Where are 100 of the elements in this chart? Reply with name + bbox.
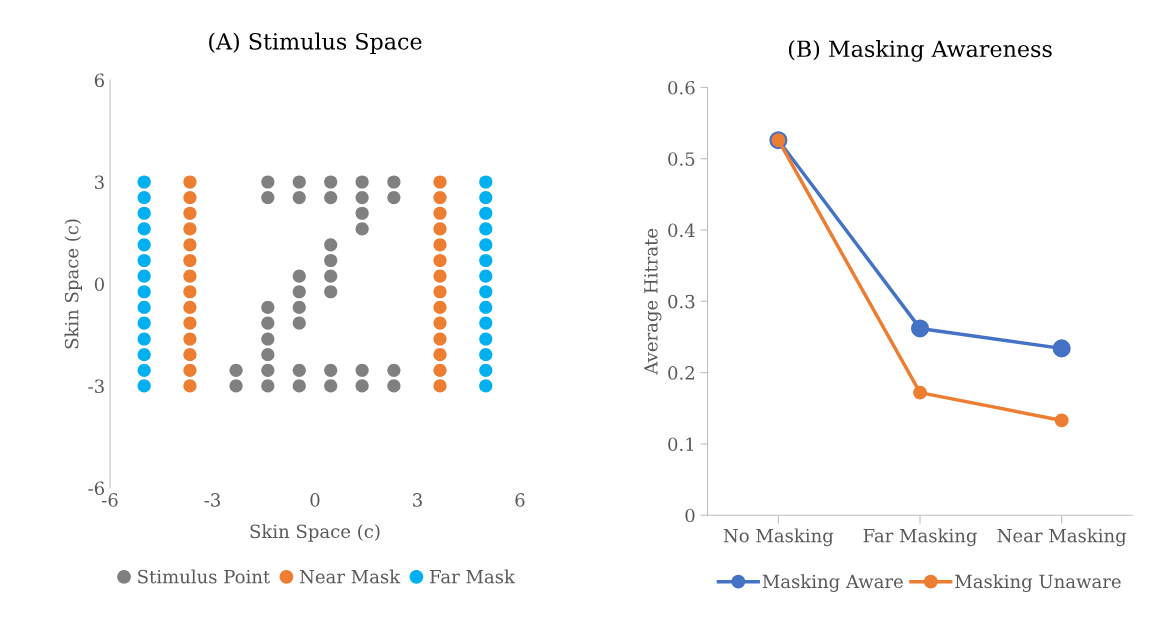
point (913, 385, 927, 400)
point (292, 285, 306, 299)
point (433, 379, 447, 393)
point (183, 253, 197, 268)
point (137, 238, 151, 252)
point (479, 253, 493, 268)
point (292, 379, 306, 393)
point (433, 253, 447, 268)
point (137, 316, 151, 330)
point (433, 206, 447, 220)
point (137, 332, 151, 346)
point (324, 269, 338, 283)
point (183, 363, 197, 377)
point (229, 363, 243, 377)
point (137, 206, 151, 220)
legend-label: Masking Aware (762, 574, 903, 592)
x-tick-label: Far Masking (863, 528, 977, 547)
y-tick-label: 0.4 (668, 223, 695, 238)
point (479, 300, 493, 315)
point (183, 269, 197, 283)
point (137, 348, 151, 362)
point (137, 363, 151, 377)
y-tick-label: 6 (94, 73, 105, 88)
legend-label: Stimulus Point (138, 569, 271, 584)
legend-label: Masking Unaware (955, 574, 1121, 592)
point (433, 238, 447, 252)
point (355, 191, 369, 205)
point (261, 191, 275, 205)
y-axis-title: Average Hitrate (644, 228, 662, 375)
point (387, 363, 401, 377)
point (387, 379, 401, 393)
point (137, 269, 151, 283)
point (261, 175, 275, 189)
point (324, 175, 338, 189)
point (911, 319, 930, 338)
point (292, 300, 306, 315)
y-tick-label: 0.5 (668, 152, 695, 166)
point (183, 206, 197, 220)
y-tick-label: -6 (88, 481, 105, 496)
point (479, 206, 493, 220)
point (261, 300, 275, 315)
point (479, 238, 493, 252)
point (292, 175, 306, 189)
x-tick-label: Near Masking (997, 528, 1127, 547)
point (433, 175, 447, 189)
x-tick-label: 6 (515, 493, 525, 507)
point (355, 222, 369, 236)
point (479, 316, 493, 330)
point (137, 379, 151, 393)
point (324, 238, 338, 252)
point (183, 222, 197, 236)
point (324, 285, 338, 299)
point (479, 222, 493, 236)
point (479, 348, 493, 362)
point (433, 269, 447, 283)
chart-title: (A) Stimulus Space (209, 32, 422, 55)
point (324, 379, 338, 393)
legend-label: Near Mask (299, 569, 401, 584)
y-tick-label: 0.6 (668, 80, 695, 95)
point (479, 363, 493, 377)
point (433, 363, 447, 377)
point (183, 191, 197, 205)
point (183, 175, 197, 189)
point (261, 348, 275, 362)
point (433, 191, 447, 205)
point (137, 285, 151, 299)
point (137, 253, 151, 268)
point (183, 348, 197, 362)
point (433, 222, 447, 236)
point (479, 379, 493, 393)
y-tick-label: 3 (95, 175, 104, 190)
point (324, 191, 338, 205)
point (479, 269, 493, 283)
point (433, 316, 447, 330)
x-tick-label: -3 (204, 493, 220, 507)
point (355, 206, 369, 220)
chart-title: (B) Masking Awareness (788, 39, 1052, 62)
point (387, 191, 401, 205)
point (137, 175, 151, 189)
point (1054, 413, 1069, 428)
y-tick-label: 0 (685, 508, 695, 523)
point (261, 332, 275, 346)
point (479, 332, 493, 346)
point (324, 253, 338, 268)
point (433, 300, 447, 315)
y-tick-label: 0.1 (668, 437, 694, 452)
point (324, 363, 338, 377)
legend-label: Far Mask (430, 569, 516, 584)
point (292, 269, 306, 283)
point (292, 363, 306, 377)
y-axis-title: Skin Space (c) (64, 219, 82, 349)
y-tick-label: 0.3 (668, 294, 695, 309)
point (479, 285, 493, 299)
x-tick-label: 0 (310, 493, 320, 507)
point (433, 348, 447, 362)
point (1052, 339, 1071, 358)
point (292, 316, 306, 330)
point (183, 238, 197, 252)
point (183, 379, 197, 393)
point (229, 379, 243, 393)
